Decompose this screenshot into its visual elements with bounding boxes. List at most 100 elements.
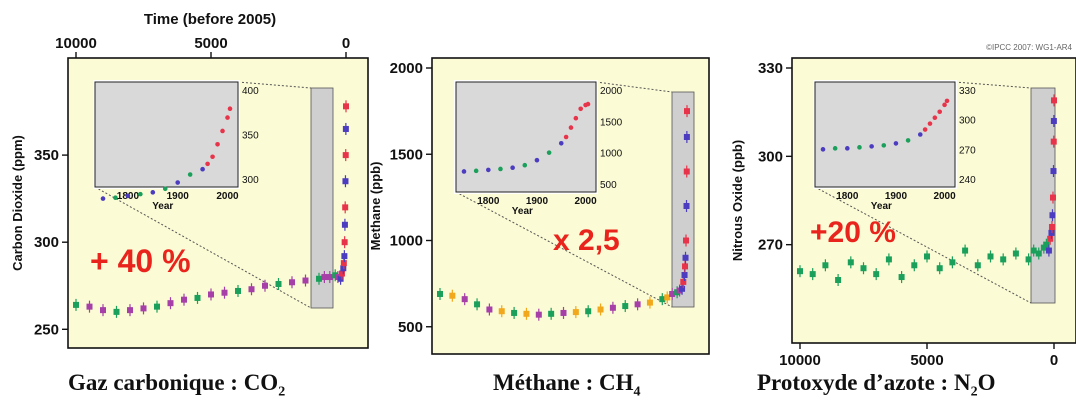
- data-point: [1049, 212, 1056, 219]
- inset-point: [932, 115, 938, 120]
- zoom-line: [954, 81, 1032, 89]
- y-tick-label: 2000: [390, 60, 423, 77]
- caption-ch4-text: Méthane : CH: [493, 370, 634, 395]
- inset-y-tick-label: 1500: [600, 117, 623, 128]
- zoom-line: [814, 186, 1032, 304]
- data-point: [597, 306, 604, 313]
- data-point: [342, 204, 349, 211]
- data-point: [679, 285, 686, 292]
- data-point: [987, 253, 994, 260]
- data-point: [474, 301, 481, 308]
- zoom-line: [595, 81, 673, 93]
- inset-y-tick-label: 240: [959, 175, 976, 186]
- y-tick-label: 250: [34, 321, 59, 338]
- data-point: [974, 262, 981, 269]
- data-point: [683, 134, 690, 140]
- inset-plot: [455, 81, 597, 193]
- inset-point: [942, 102, 947, 108]
- data-point: [1030, 247, 1037, 254]
- inset-point: [227, 106, 233, 111]
- top-axis-label: Time (before 2005): [144, 11, 276, 28]
- inset-y-tick-label: 300: [242, 175, 259, 186]
- inset-point: [205, 161, 210, 167]
- data-point: [437, 290, 443, 297]
- data-point: [669, 290, 676, 297]
- data-point: [560, 309, 567, 316]
- inset-y-tick-label: 300: [959, 116, 976, 127]
- data-point: [321, 274, 328, 281]
- bottom-time-axis: 10000 5000 0: [779, 343, 1058, 369]
- inset-y-tick-label: 270: [959, 145, 976, 156]
- copyright-text: ©IPCC 2007: WG1-AR4: [986, 43, 1072, 52]
- data-point: [338, 270, 345, 277]
- caption-n2o-text: Protoxyde d’azote : N: [757, 370, 971, 395]
- inset-x-label: Year: [512, 206, 533, 217]
- data-point: [1035, 250, 1042, 257]
- inset-x-label: Year: [152, 201, 173, 212]
- data-point: [316, 275, 322, 282]
- inset-x-tick-label: 1800: [477, 196, 500, 207]
- inset-point: [563, 134, 569, 140]
- inset-point: [461, 169, 467, 174]
- recent-band: [310, 87, 334, 309]
- data-point: [341, 239, 348, 246]
- inset-point: [138, 191, 143, 197]
- data-point: [681, 272, 688, 278]
- inset-point: [187, 172, 193, 177]
- data-point: [1050, 168, 1057, 175]
- y-axis-label: Nitrous Oxide (ppb): [730, 140, 745, 261]
- data-point: [337, 275, 344, 282]
- data-point: [342, 178, 349, 185]
- data-point: [86, 303, 93, 310]
- caption-co2: Gaz carbonique : CO2: [68, 370, 285, 401]
- inset-point: [150, 190, 156, 195]
- inset-x-tick-label: 1900: [167, 191, 190, 202]
- caption-n2o-sub: 2: [970, 384, 978, 400]
- data-point: [572, 309, 579, 316]
- inset-point: [125, 193, 131, 199]
- data-point: [449, 292, 456, 299]
- data-point: [535, 311, 542, 318]
- inset-x-tick-label: 2000: [574, 196, 597, 207]
- data-point: [194, 294, 201, 301]
- inset-point: [522, 162, 528, 168]
- inset-point: [113, 195, 118, 200]
- data-point: [680, 278, 687, 285]
- inset-x-label: Year: [871, 201, 892, 212]
- inset-point: [927, 121, 933, 126]
- data-point: [936, 265, 943, 272]
- inset-point: [210, 154, 215, 160]
- data-point: [235, 287, 241, 294]
- data-point: [683, 237, 690, 244]
- change-annotation: + 40 %: [90, 243, 191, 279]
- y-tick-label: 1500: [390, 146, 423, 163]
- inset-point: [220, 128, 225, 134]
- inset-point: [905, 138, 911, 143]
- data-point: [822, 262, 829, 269]
- data-point: [860, 265, 867, 272]
- data-point: [1050, 138, 1057, 145]
- data-point: [486, 306, 493, 313]
- data-point: [342, 125, 349, 132]
- data-point: [341, 221, 348, 228]
- data-point: [664, 294, 671, 301]
- y-axis-label: Carbon Dioxide (ppm): [10, 135, 25, 271]
- data-point: [634, 301, 641, 308]
- inset-x-tick-label: 1900: [885, 191, 908, 202]
- inset-y-tick-label: 330: [959, 86, 976, 97]
- data-point: [1025, 256, 1032, 263]
- inset-y-tick-label: 400: [242, 86, 259, 97]
- inset-y-tick-label: 1000: [600, 149, 623, 160]
- data-point: [100, 307, 106, 314]
- data-point: [1050, 118, 1057, 124]
- data-point: [326, 274, 333, 281]
- inset-x-tick-label: 2000: [216, 191, 239, 202]
- inset-plot: [94, 81, 239, 188]
- inset-x-tick-label: 1800: [836, 191, 859, 202]
- data-point: [548, 310, 555, 317]
- data-point: [1049, 194, 1056, 201]
- data-point: [809, 271, 816, 278]
- data-point: [962, 247, 969, 254]
- data-point: [343, 103, 349, 110]
